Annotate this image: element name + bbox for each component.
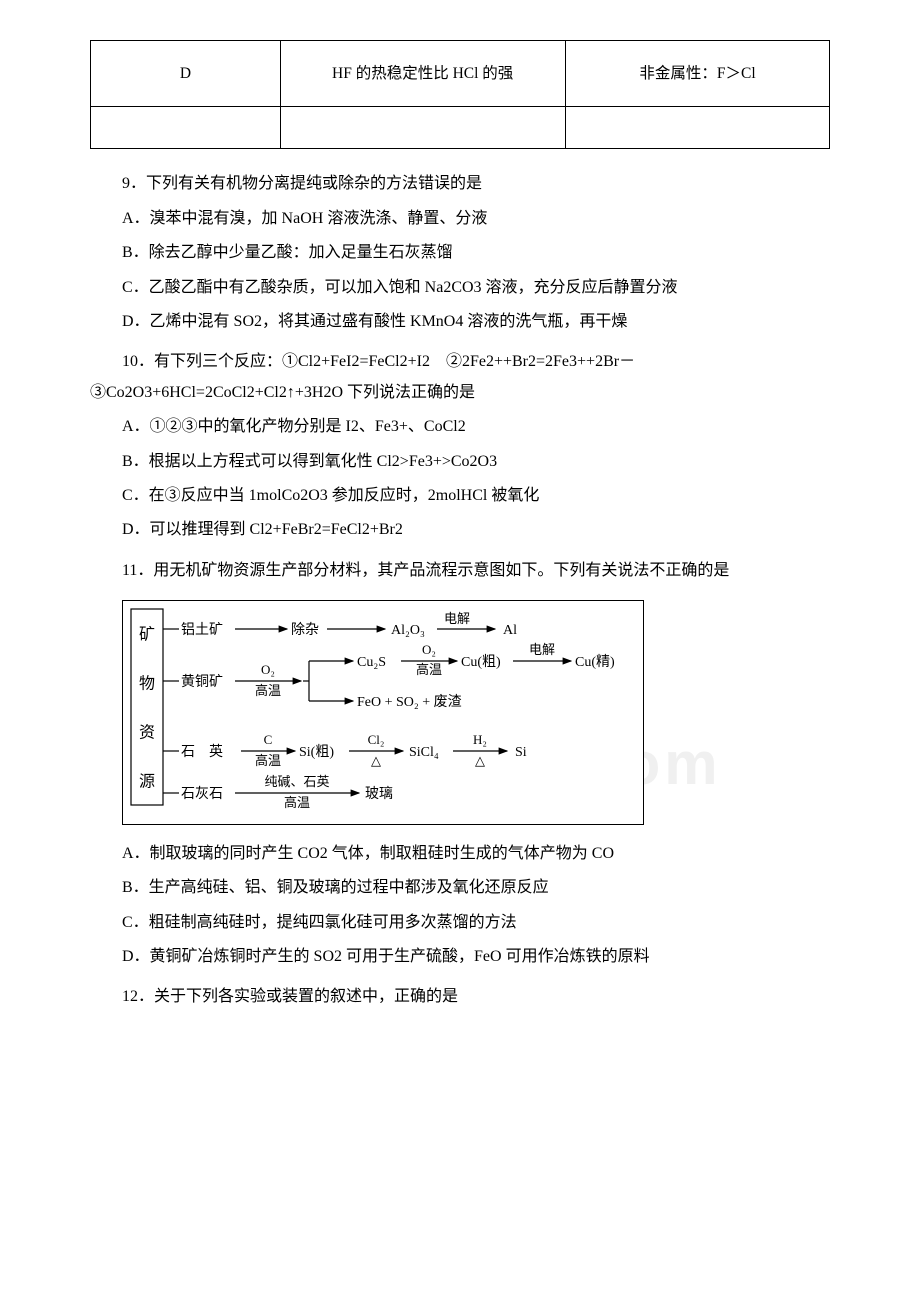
svg-text:高温: 高温 bbox=[284, 795, 310, 810]
option-a: A．溴苯中混有溴，加 NaOH 溶液洗涤、静置、分液 bbox=[90, 204, 830, 234]
svg-text:Al₂O₃: Al₂O₃ bbox=[391, 623, 425, 638]
svg-text:Si: Si bbox=[515, 745, 527, 760]
svg-text:纯碱、石英: 纯碱、石英 bbox=[264, 774, 329, 789]
option-d: D．黄铜矿冶炼铜时产生的 SO2 可用于生产硫酸，FeO 可用作冶炼铁的原料 bbox=[90, 942, 830, 972]
svg-text:Cu(精): Cu(精) bbox=[575, 654, 615, 670]
table-row-empty bbox=[91, 107, 830, 149]
option-d: D．可以推理得到 Cl2+FeBr2=FeCl2+Br2 bbox=[90, 515, 830, 545]
svg-text:物: 物 bbox=[139, 675, 155, 693]
svg-text:玻璃: 玻璃 bbox=[365, 785, 393, 802]
svg-text:△: △ bbox=[371, 753, 381, 768]
svg-text:石灰石: 石灰石 bbox=[181, 786, 223, 802]
option-a: A．①②③中的氧化产物分别是 I2、Fe3+、CoCl2 bbox=[90, 412, 830, 442]
option-c: C．乙酸乙酯中有乙酸杂质，可以加入饱和 Na2CO3 溶液，充分反应后静置分液 bbox=[90, 273, 830, 303]
table-row: D HF 的热稳定性比 HCl 的强 非金属性：F＞Cl bbox=[91, 41, 830, 107]
svg-text:Al: Al bbox=[503, 623, 517, 638]
flow-diagram: 矿物资源 铝土矿 除杂 Al₂O₃ 电解 Al 黄铜矿 O₂ 高温 Cu₂S O₂ 高温 Cu(粗) 电解… bbox=[122, 600, 644, 825]
table-cell-conclusion: 非金属性：F＞Cl bbox=[566, 41, 830, 107]
question-stem: 12．关于下列各实验或装置的叙述中，正确的是 bbox=[90, 982, 830, 1012]
svg-text:黄铜矿: 黄铜矿 bbox=[181, 673, 223, 690]
option-b: B．生产高纯硅、铝、铜及玻璃的过程中都涉及氧化还原反应 bbox=[90, 873, 830, 903]
question-9: 9．下列有关有机物分离提纯或除杂的方法错误的是 A．溴苯中混有溴，加 NaOH … bbox=[90, 169, 830, 337]
question-stem: 11．用无机矿物资源生产部分材料，其产品流程示意图如下。下列有关说法不正确的是 bbox=[90, 556, 830, 586]
diagram-svg: 矿物资源 铝土矿 除杂 Al₂O₃ 电解 Al 黄铜矿 O₂ 高温 Cu₂S O₂ 高温 Cu(粗) 电解… bbox=[123, 601, 643, 813]
question8-table: D HF 的热稳定性比 HCl 的强 非金属性：F＞Cl bbox=[90, 40, 830, 149]
question-stem: 10．有下列三个反应：①Cl2+FeI2=FeCl2+I2 ②2Fe2++Br2… bbox=[90, 347, 830, 408]
option-b: B．根据以上方程式可以得到氧化性 Cl2>Fe3+>Co2O3 bbox=[90, 447, 830, 477]
svg-text:SiCl₄: SiCl₄ bbox=[409, 745, 439, 760]
svg-text:石 英: 石 英 bbox=[181, 743, 223, 760]
svg-text:铝土矿: 铝土矿 bbox=[181, 622, 223, 638]
svg-text:资: 资 bbox=[139, 724, 155, 742]
svg-text:高温: 高温 bbox=[255, 753, 281, 768]
svg-text:高温: 高温 bbox=[255, 683, 281, 698]
svg-text:Si(粗): Si(粗) bbox=[299, 744, 334, 760]
option-c: C．粗硅制高纯硅时，提纯四氯化硅可用多次蒸馏的方法 bbox=[90, 908, 830, 938]
question-12: 12．关于下列各实验或装置的叙述中，正确的是 bbox=[90, 982, 830, 1012]
svg-text:O₂: O₂ bbox=[422, 642, 436, 657]
option-a: A．制取玻璃的同时产生 CO2 气体，制取粗硅时生成的气体产物为 CO bbox=[90, 839, 830, 869]
svg-text:O₂: O₂ bbox=[261, 662, 275, 677]
svg-text:FeO + SO₂ + 废渣: FeO + SO₂ + 废渣 bbox=[357, 694, 462, 710]
svg-text:Cl₂: Cl₂ bbox=[368, 732, 385, 747]
option-c: C．在③反应中当 1molCo2O3 参加反应时，2molHCl 被氧化 bbox=[90, 481, 830, 511]
table-cell bbox=[281, 107, 566, 149]
flow-diagram-wrap: 矿物资源 铝土矿 除杂 Al₂O₃ 电解 Al 黄铜矿 O₂ 高温 Cu₂S O₂ 高温 Cu(粗) 电解… bbox=[122, 600, 830, 825]
option-d: D．乙烯中混有 SO2，将其通过盛有酸性 KMnO4 溶液的洗气瓶，再干燥 bbox=[90, 307, 830, 337]
table-cell-fact: HF 的热稳定性比 HCl 的强 bbox=[281, 41, 566, 107]
table-cell bbox=[566, 107, 830, 149]
question-stem: 9．下列有关有机物分离提纯或除杂的方法错误的是 bbox=[90, 169, 830, 199]
table-cell bbox=[91, 107, 281, 149]
svg-text:除杂: 除杂 bbox=[291, 622, 319, 638]
question-11: 11．用无机矿物资源生产部分材料，其产品流程示意图如下。下列有关说法不正确的是 … bbox=[90, 556, 830, 973]
svg-text:电解: 电解 bbox=[444, 611, 470, 626]
svg-text:高温: 高温 bbox=[416, 662, 442, 677]
option-b: B．除去乙醇中少量乙酸：加入足量生石灰蒸馏 bbox=[90, 238, 830, 268]
svg-text:H₂: H₂ bbox=[473, 732, 487, 747]
svg-text:矿: 矿 bbox=[139, 626, 155, 644]
question-10: 10．有下列三个反应：①Cl2+FeI2=FeCl2+I2 ②2Fe2++Br2… bbox=[90, 347, 830, 545]
svg-text:△: △ bbox=[475, 753, 485, 768]
svg-text:Cu₂S: Cu₂S bbox=[357, 655, 386, 670]
svg-text:C: C bbox=[264, 732, 273, 747]
svg-text:源: 源 bbox=[139, 773, 155, 791]
svg-text:电解: 电解 bbox=[529, 642, 555, 657]
table-cell-label: D bbox=[91, 41, 281, 107]
svg-text:Cu(粗): Cu(粗) bbox=[461, 654, 501, 670]
